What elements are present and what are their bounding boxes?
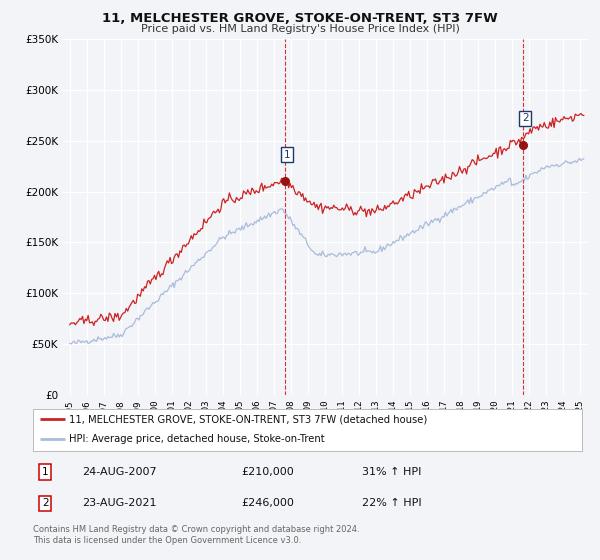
Text: 2: 2: [522, 113, 529, 123]
Text: £246,000: £246,000: [242, 498, 295, 508]
Text: 1: 1: [284, 150, 290, 160]
Text: HPI: Average price, detached house, Stoke-on-Trent: HPI: Average price, detached house, Stok…: [68, 434, 325, 444]
Text: £210,000: £210,000: [242, 468, 295, 477]
Text: 24-AUG-2007: 24-AUG-2007: [82, 468, 157, 477]
Text: Price paid vs. HM Land Registry's House Price Index (HPI): Price paid vs. HM Land Registry's House …: [140, 24, 460, 34]
Text: 22% ↑ HPI: 22% ↑ HPI: [362, 498, 422, 508]
Text: 11, MELCHESTER GROVE, STOKE-ON-TRENT, ST3 7FW: 11, MELCHESTER GROVE, STOKE-ON-TRENT, ST…: [102, 12, 498, 25]
Text: Contains HM Land Registry data © Crown copyright and database right 2024.
This d: Contains HM Land Registry data © Crown c…: [33, 525, 359, 545]
Text: 11, MELCHESTER GROVE, STOKE-ON-TRENT, ST3 7FW (detached house): 11, MELCHESTER GROVE, STOKE-ON-TRENT, ST…: [68, 414, 427, 424]
Text: 2: 2: [42, 498, 49, 508]
Text: 23-AUG-2021: 23-AUG-2021: [82, 498, 157, 508]
Text: 1: 1: [42, 468, 49, 477]
Text: 31% ↑ HPI: 31% ↑ HPI: [362, 468, 422, 477]
